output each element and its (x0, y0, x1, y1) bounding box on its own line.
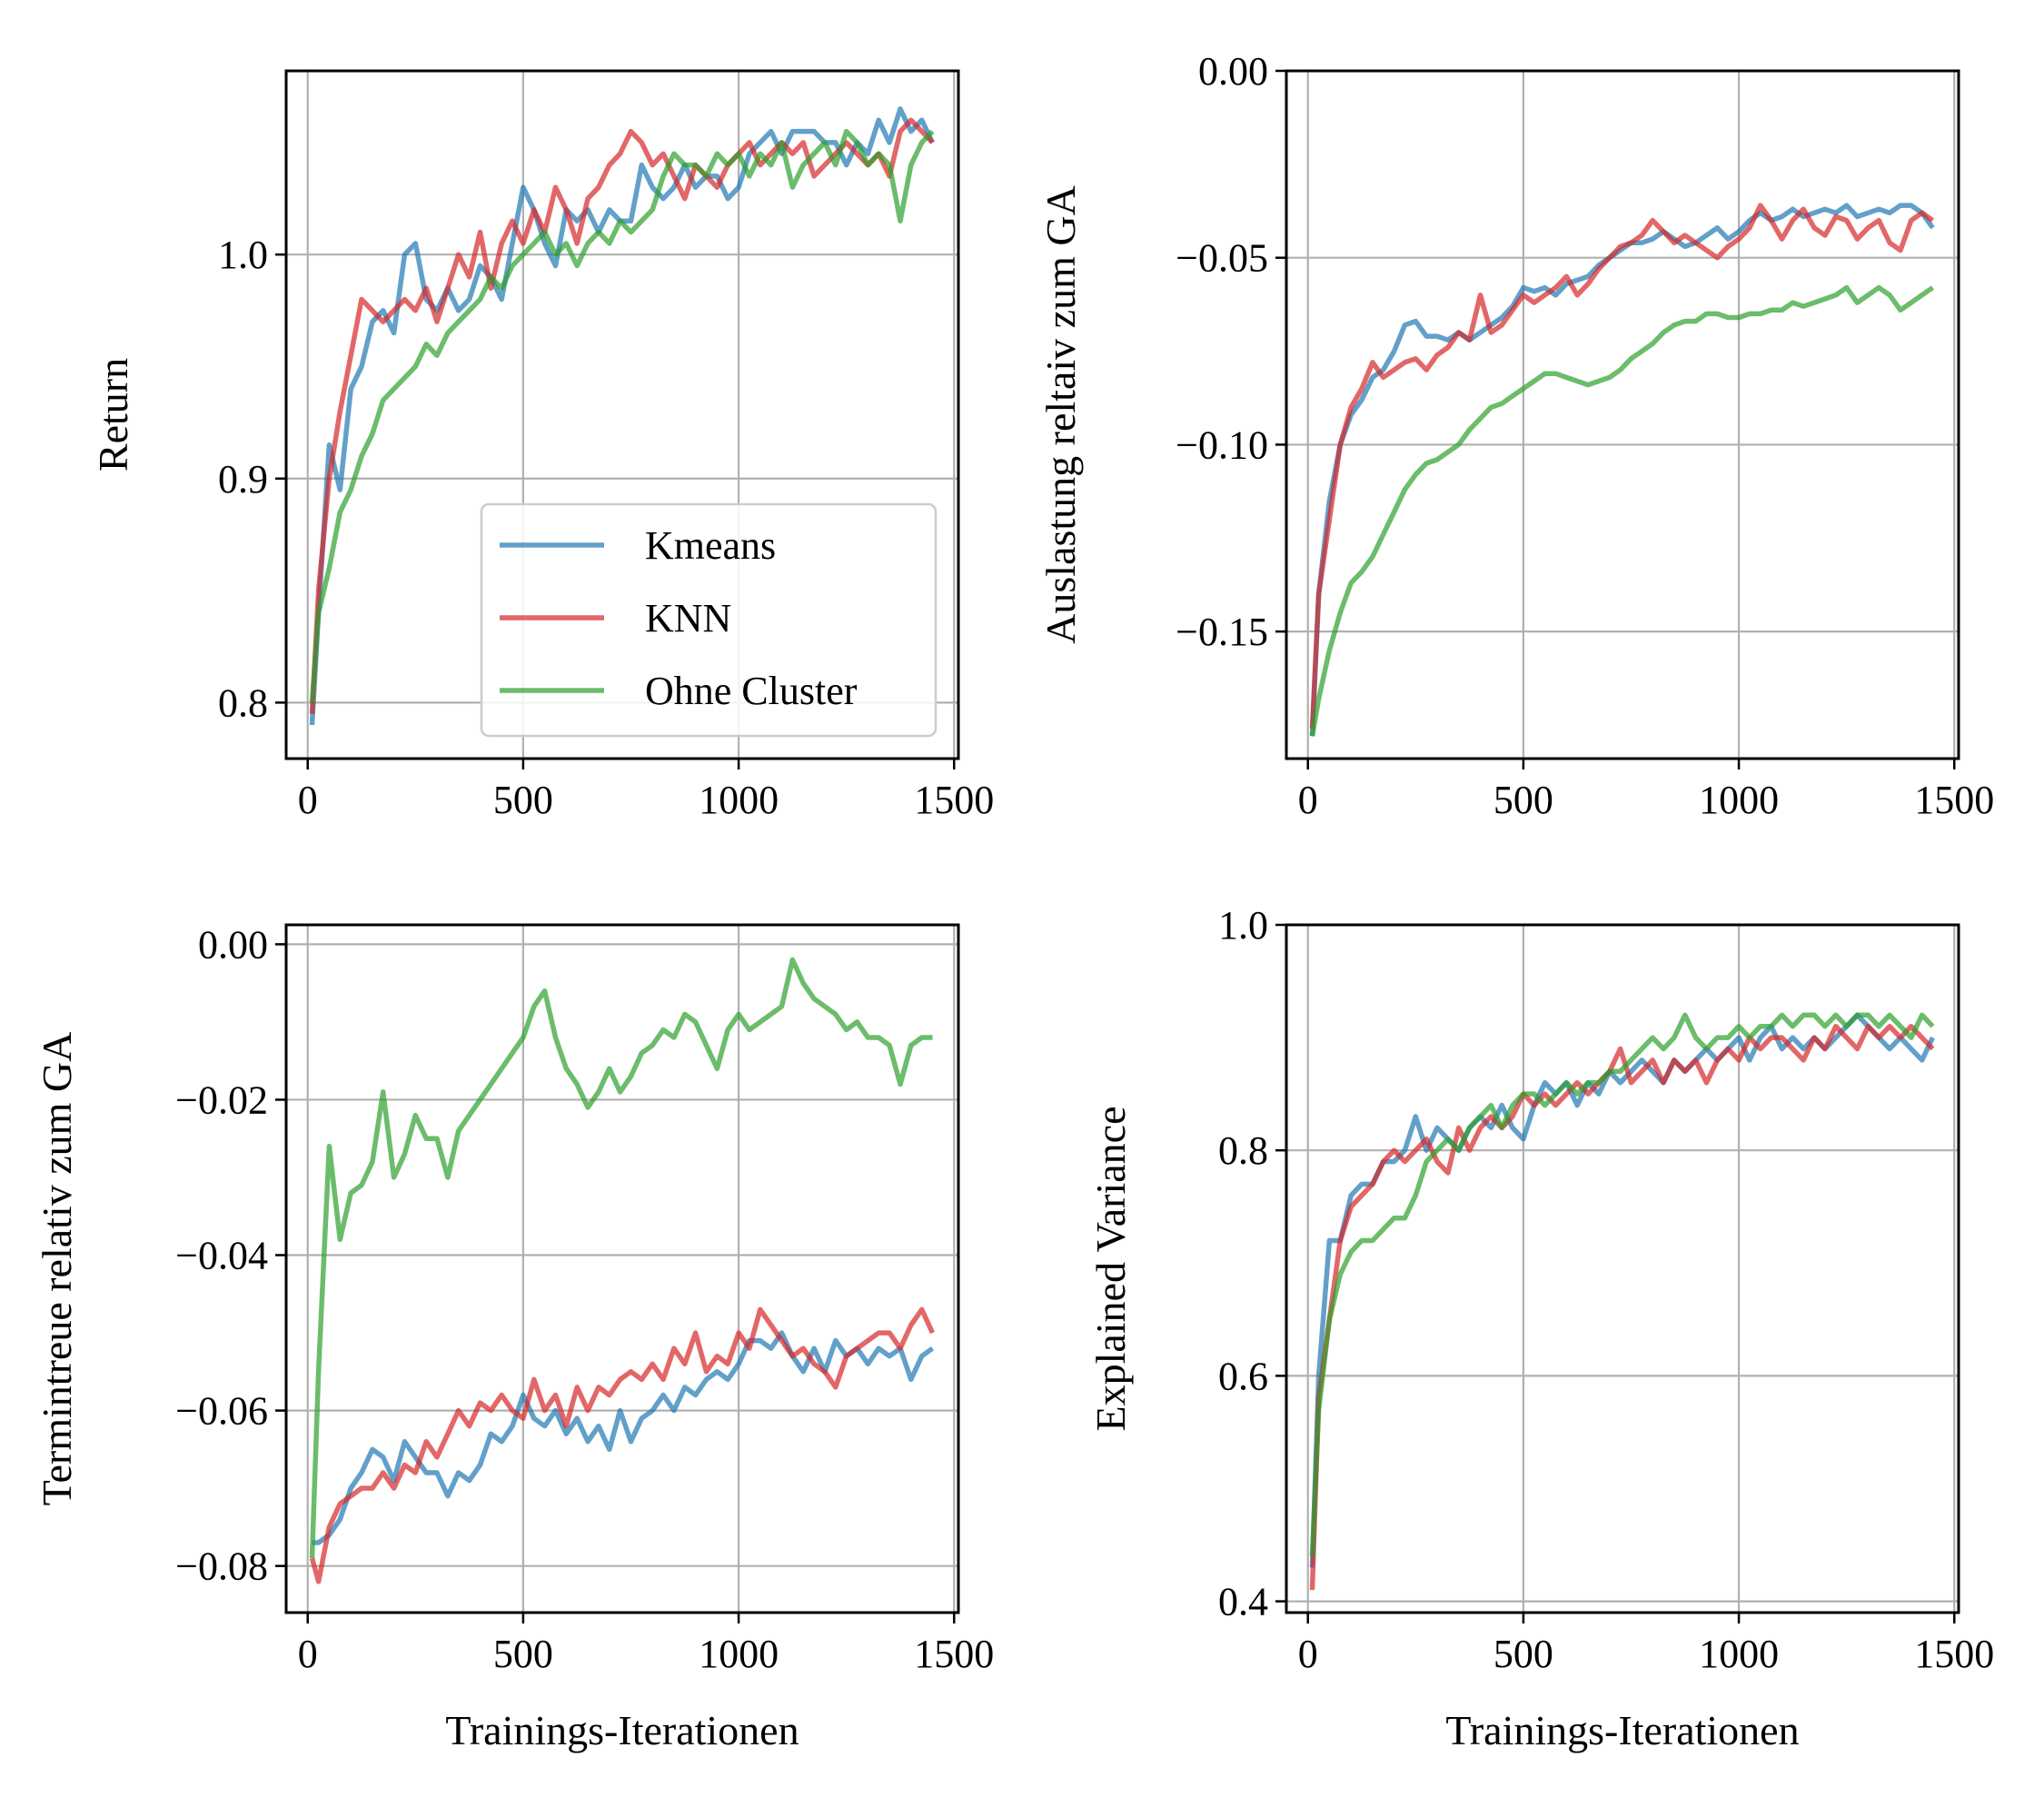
x-tick-label: 0 (298, 778, 318, 822)
legend: Kmeans KNN Ohne Cluster (480, 502, 938, 738)
y-tick-label: 1.0 (218, 233, 268, 277)
y-tick-label: 0.00 (1198, 49, 1268, 94)
x-tick-label: 500 (493, 778, 553, 822)
y-axis-label: Auslastung reltaiv zum GA (1037, 185, 1084, 644)
y-tick-label: 1.0 (1218, 903, 1268, 948)
series-line-ohne-cluster (1309, 284, 1935, 737)
series-line-knn (1309, 1023, 1935, 1591)
series-line-kmeans (1309, 203, 1935, 737)
y-tick-label: 0.9 (218, 457, 268, 501)
axes-frame (284, 69, 960, 760)
x-axis-label: Trainings-Iterationen (445, 1707, 799, 1753)
subplot-1: 0 500 1000 1500 0.8 0.9 1.0 Return (90, 69, 994, 822)
y-tick-label: 0.00 (198, 922, 268, 967)
series-line-ohne-cluster (1309, 1012, 1935, 1557)
y-tick-label: 0.6 (1218, 1354, 1268, 1398)
y-tick-label: −0.15 (1176, 610, 1268, 654)
x-tick-label: 0 (298, 1632, 318, 1676)
x-tick-label: 1000 (699, 778, 779, 822)
subplot-2: 0 500 1000 1500 −0.15 −0.10 −0.05 0.00 Auslastun… (1037, 49, 1994, 822)
x-tick-label: 1500 (1914, 778, 1994, 822)
series-line-knn (309, 117, 935, 714)
y-tick-label: −0.04 (175, 1234, 268, 1278)
y-tick-label: −0.08 (175, 1544, 268, 1589)
legend-label: Kmeans (645, 523, 776, 568)
x-axis-label: Trainings-Iterationen (1445, 1707, 1799, 1753)
x-tick-label: 500 (493, 1632, 553, 1676)
y-axis-label: Return (90, 358, 136, 472)
y-tick-label: −0.02 (175, 1077, 268, 1122)
x-tick-label: 1500 (914, 778, 994, 822)
x-tick-label: 0 (1298, 1632, 1318, 1676)
y-tick-label: 0.8 (218, 680, 268, 725)
y-axis-label: Termintreue relativ zum GA (34, 1032, 80, 1506)
x-tick-label: 500 (1493, 778, 1553, 822)
y-axis-label: Explained Variance (1087, 1106, 1134, 1431)
axes-frame (1285, 923, 1960, 1614)
legend-box (480, 502, 938, 738)
x-tick-label: 1500 (1914, 1632, 1994, 1676)
axes-frame (1285, 69, 1960, 760)
series-line-ohne-cluster (309, 957, 933, 1559)
subplot-4: 0 500 1000 1500 0.4 0.6 0.8 1.0 Explained Varian… (1087, 903, 1994, 1753)
x-tick-label: 1000 (1699, 1632, 1779, 1676)
y-tick-label: −0.05 (1176, 236, 1268, 281)
legend-label: Ohne Cluster (645, 669, 858, 713)
x-tick-label: 1000 (1699, 778, 1779, 822)
x-tick-label: 0 (1298, 778, 1318, 822)
legend-label: KNN (645, 596, 731, 640)
y-tick-label: 0.8 (1218, 1128, 1268, 1173)
x-tick-label: 1500 (914, 1632, 994, 1676)
series-line-knn (1309, 203, 1935, 730)
y-tick-label: −0.06 (175, 1389, 268, 1434)
series-line-ohne-cluster (309, 128, 935, 703)
series-line-kmeans (312, 1330, 935, 1545)
x-tick-label: 1000 (699, 1632, 779, 1676)
series-line-knn (309, 1306, 935, 1584)
y-tick-label: 0.4 (1218, 1580, 1268, 1624)
series-line-kmeans (1309, 1012, 1935, 1568)
subplot-3: 0 500 1000 1500 −0.08 −0.06 −0.04 −0.02 0.00 Term… (34, 922, 994, 1753)
y-tick-label: −0.10 (1176, 422, 1268, 467)
axes-frame (284, 923, 960, 1614)
x-tick-label: 500 (1493, 1632, 1553, 1676)
